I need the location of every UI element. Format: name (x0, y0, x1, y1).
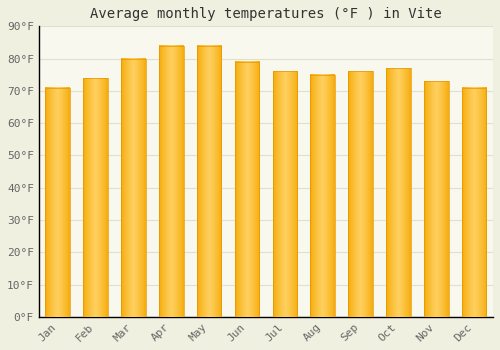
Bar (386, 68, 410, 317)
Bar (424, 81, 448, 317)
Bar (272, 71, 297, 317)
Bar (348, 71, 373, 317)
Bar (121, 58, 146, 317)
Bar (46, 88, 70, 317)
Bar (310, 75, 335, 317)
Title: Average monthly temperatures (°F ) in Vite: Average monthly temperatures (°F ) in Vi… (90, 7, 442, 21)
Bar (197, 46, 222, 317)
Bar (462, 88, 486, 317)
Bar (234, 62, 260, 317)
Bar (159, 46, 184, 317)
Bar (84, 78, 108, 317)
